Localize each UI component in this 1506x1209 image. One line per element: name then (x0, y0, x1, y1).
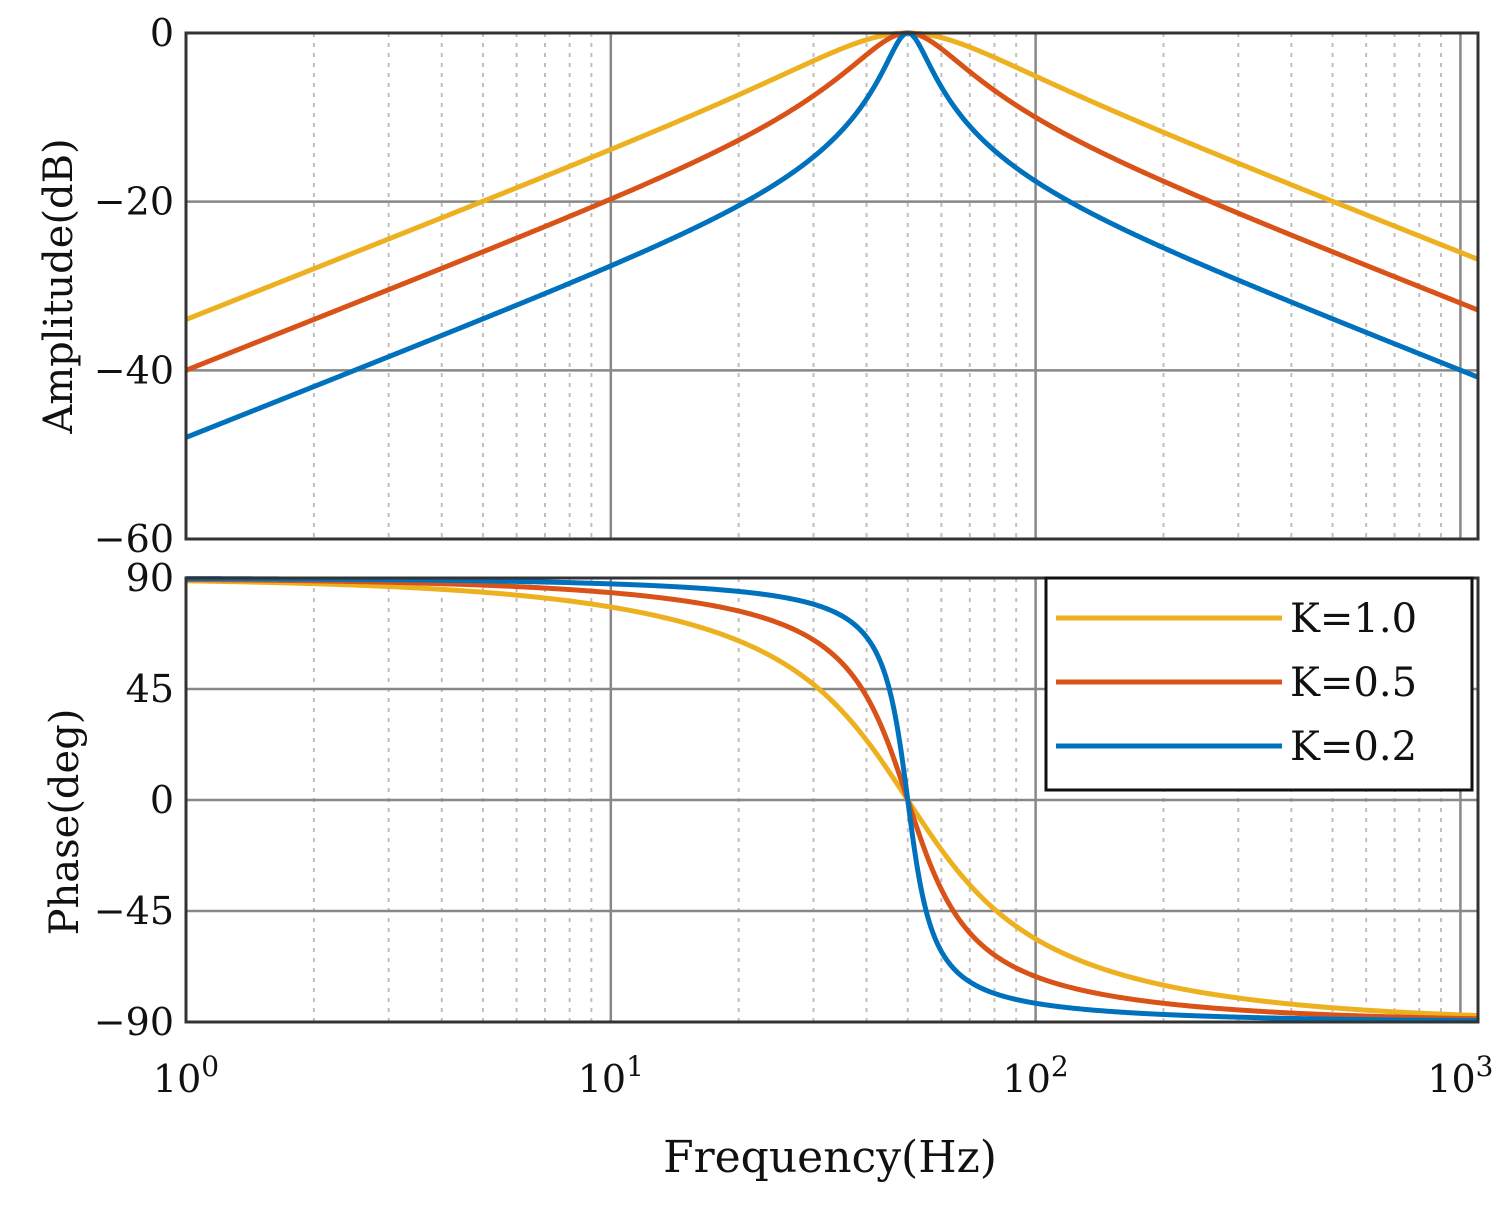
phase-y-tick-labels: 90 45 0 −45 −90 (94, 556, 174, 1044)
amplitude-plot-area (186, 33, 1478, 539)
amplitude-grid (186, 33, 1478, 539)
phase-y-axis-label: Phase(deg) (42, 709, 88, 936)
amplitude-curves (184, 30, 1480, 440)
phase-y-tick-label: −90 (94, 1000, 174, 1044)
phase-y-tick-label: 45 (126, 667, 174, 711)
amplitude-y-tick-label: 0 (150, 11, 174, 55)
amplitude-axes-frame (184, 31, 1480, 541)
legend-label-k05: K=0.5 (1290, 660, 1417, 706)
phase-axes-frame (184, 576, 1480, 1024)
legend: K=1.0 K=0.5 K=0.2 (1044, 576, 1474, 792)
amplitude-y-axis-label: Amplitude(dB) (36, 138, 82, 434)
amplitude-curve-k10 (184, 30, 1480, 322)
amplitude-curve-k05 (184, 30, 1480, 373)
legend-label-k10: K=1.0 (1290, 596, 1417, 642)
amplitude-y-tick-label: −20 (94, 180, 174, 224)
phase-y-tick-label: 0 (150, 778, 174, 822)
phase-curve-k10 (184, 578, 1480, 1019)
phase-y-tick-label: 90 (126, 556, 174, 600)
x-tick-label: 100 (153, 1050, 219, 1101)
phase-y-tick-label: −45 (94, 889, 174, 933)
legend-label-k02: K=0.2 (1290, 724, 1417, 770)
frequency-x-tick-labels: 100 101 102 103 (153, 1050, 1494, 1101)
amplitude-y-tick-label: −40 (94, 348, 174, 392)
x-tick-label: 103 (1427, 1050, 1493, 1101)
phase-curve-k05 (184, 576, 1480, 1022)
frequency-x-axis-label: Frequency(Hz) (663, 1132, 997, 1183)
phase-panel: 90 45 0 −45 −90 100 101 102 103 Phase(deg) Freq… (42, 556, 1494, 1183)
phase-curve-k02 (184, 576, 1480, 1024)
amplitude-curve-k02 (184, 30, 1480, 440)
phase-curves (184, 576, 1480, 1024)
amplitude-y-tick-label: −60 (94, 517, 174, 561)
x-tick-label: 102 (1003, 1050, 1069, 1101)
x-tick-label: 101 (578, 1050, 644, 1101)
amplitude-y-tick-labels: 0 −20 −40 −60 (94, 11, 174, 561)
amplitude-panel: 0 −20 −40 −60 Amplitude(dB) (36, 11, 1480, 561)
